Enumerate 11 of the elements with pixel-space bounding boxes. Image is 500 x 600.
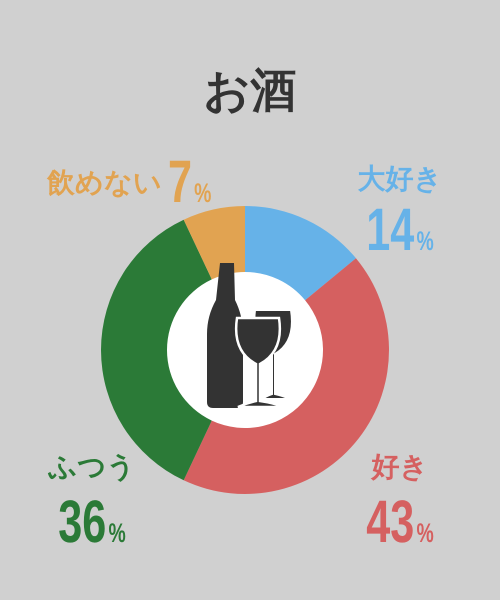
slice-label: 大好き [358, 162, 442, 195]
chart-title: お酒 [204, 63, 296, 117]
donut-slice [184, 206, 245, 280]
data-label: 36% [58, 489, 126, 556]
donut-slice [245, 206, 356, 300]
slice-label: 飲めない [46, 166, 162, 199]
data-label: 43% [366, 489, 434, 556]
slice-label: ふつう [48, 450, 136, 483]
data-label: 14% [366, 197, 434, 264]
slice-label: 好き [370, 450, 428, 483]
data-label: 7% [168, 149, 212, 216]
